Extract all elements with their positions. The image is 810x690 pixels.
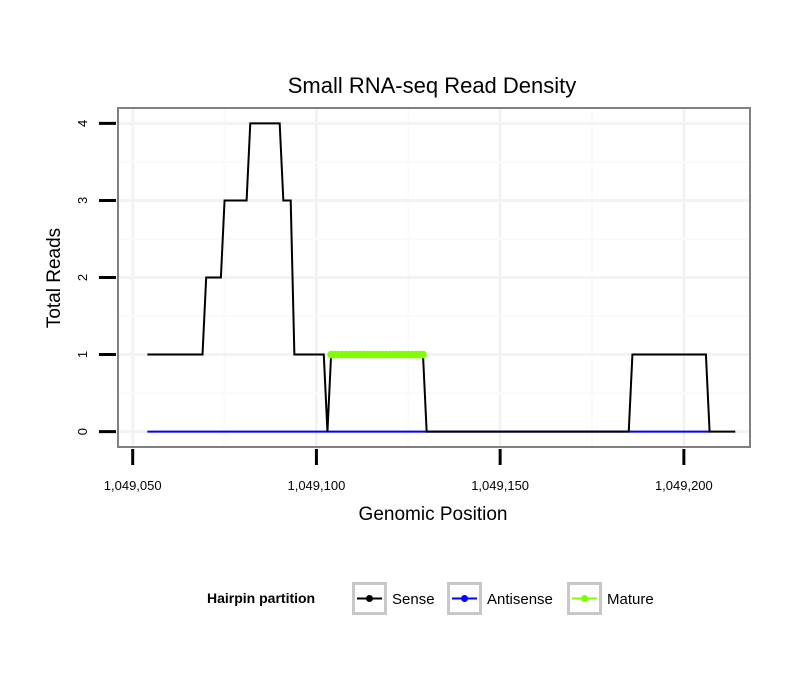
plot-panel: [117, 107, 751, 448]
y-tick-label: 0: [75, 428, 90, 435]
y-axis: 0 1 2 3 4: [75, 120, 116, 435]
legend-item-mature: Mature: [567, 582, 654, 615]
legend-label-antisense: Antisense: [487, 591, 553, 608]
y-axis-title: Total Reads: [44, 228, 65, 328]
legend: Hairpin partition Sense Antisense Mature: [207, 582, 654, 615]
y-tick-label: 3: [75, 197, 90, 204]
legend-mature-dot: [581, 595, 588, 602]
x-tick-label: 1,049,150: [471, 478, 529, 493]
legend-item-antisense: Antisense: [447, 582, 553, 615]
y-tick-label: 2: [75, 274, 90, 281]
chart-title: Small RNA-seq Read Density: [288, 73, 577, 98]
series-layer: [147, 122, 736, 433]
legend-title: Hairpin partition: [207, 590, 315, 606]
x-axis: 1,049,050 1,049,100 1,049,150 1,049,200: [104, 449, 713, 493]
data-point-mature: [419, 350, 427, 359]
legend-sense-dot: [366, 595, 373, 602]
legend-item-sense: Sense: [352, 582, 435, 615]
x-axis-title: Genomic Position: [359, 504, 508, 525]
x-tick-label: 1,049,100: [287, 478, 345, 493]
y-tick-label: 4: [75, 120, 90, 127]
series-line-sense: [147, 122, 736, 433]
x-tick-label: 1,049,050: [104, 478, 162, 493]
plot-border: [117, 107, 751, 448]
y-tick-label: 1: [75, 351, 90, 358]
legend-label-mature: Mature: [607, 591, 654, 608]
legend-antisense-dot: [461, 595, 468, 602]
x-tick-label: 1,049,200: [655, 478, 713, 493]
legend-label-sense: Sense: [392, 591, 435, 608]
